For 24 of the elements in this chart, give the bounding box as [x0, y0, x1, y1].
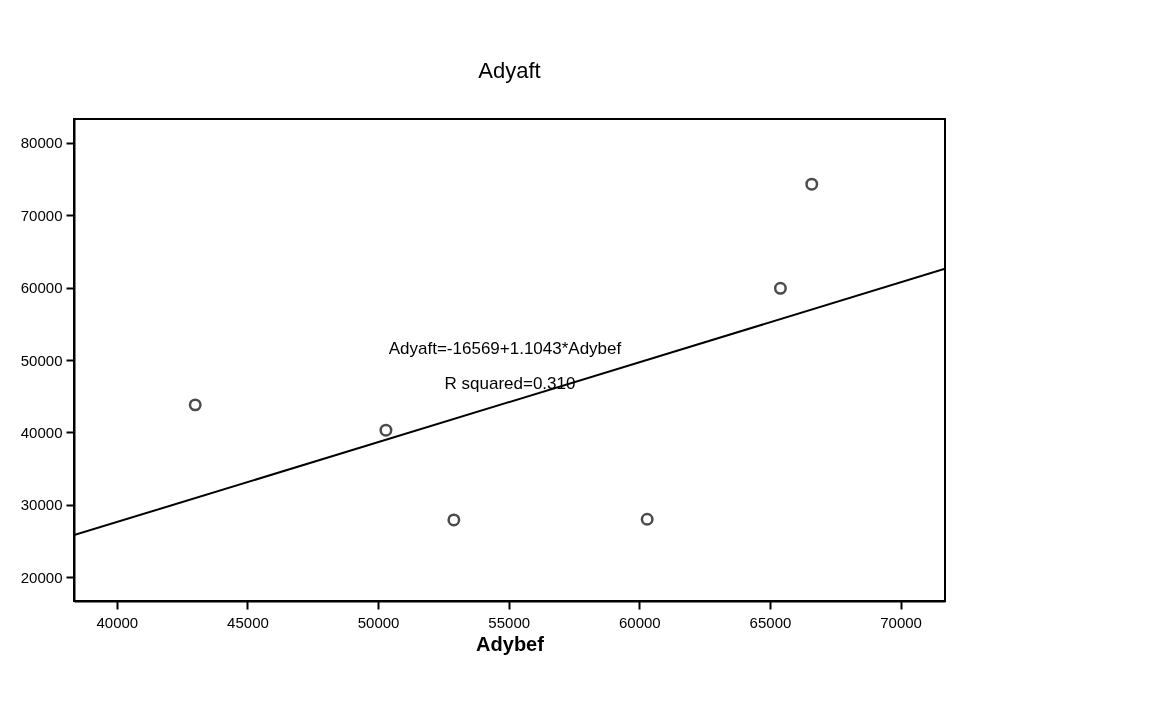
point	[379, 423, 393, 437]
y-tick-label: 60000	[20, 279, 63, 297]
chart-title: Adyaft	[478, 58, 541, 83]
x-axis-title: Adybef	[476, 632, 545, 655]
x-tick-label: 70000	[880, 613, 922, 631]
point	[773, 281, 787, 295]
annotation: Adyaft=-16569+1.1043*Adybef	[388, 339, 622, 358]
x-tick-label: 55000	[488, 613, 531, 631]
x-tick-label: 50000	[357, 613, 400, 631]
point	[805, 177, 819, 191]
point	[188, 398, 202, 412]
x-tick-label: 40000	[96, 613, 139, 631]
x-tick-label: 65000	[749, 613, 792, 631]
point	[447, 513, 461, 527]
y-tick-label: 20000	[20, 568, 63, 586]
y-tick-label: 40000	[20, 423, 63, 441]
y-tick-label: 50000	[20, 351, 63, 369]
x-tick-label: 45000	[227, 613, 269, 631]
point	[640, 512, 654, 526]
y-tick-label: 80000	[20, 134, 63, 152]
y-tick-label: 30000	[20, 496, 63, 514]
x-tick-label: 60000	[618, 613, 661, 631]
annotation: R squared=0.310	[444, 374, 576, 393]
y-tick-label: 70000	[20, 206, 63, 224]
